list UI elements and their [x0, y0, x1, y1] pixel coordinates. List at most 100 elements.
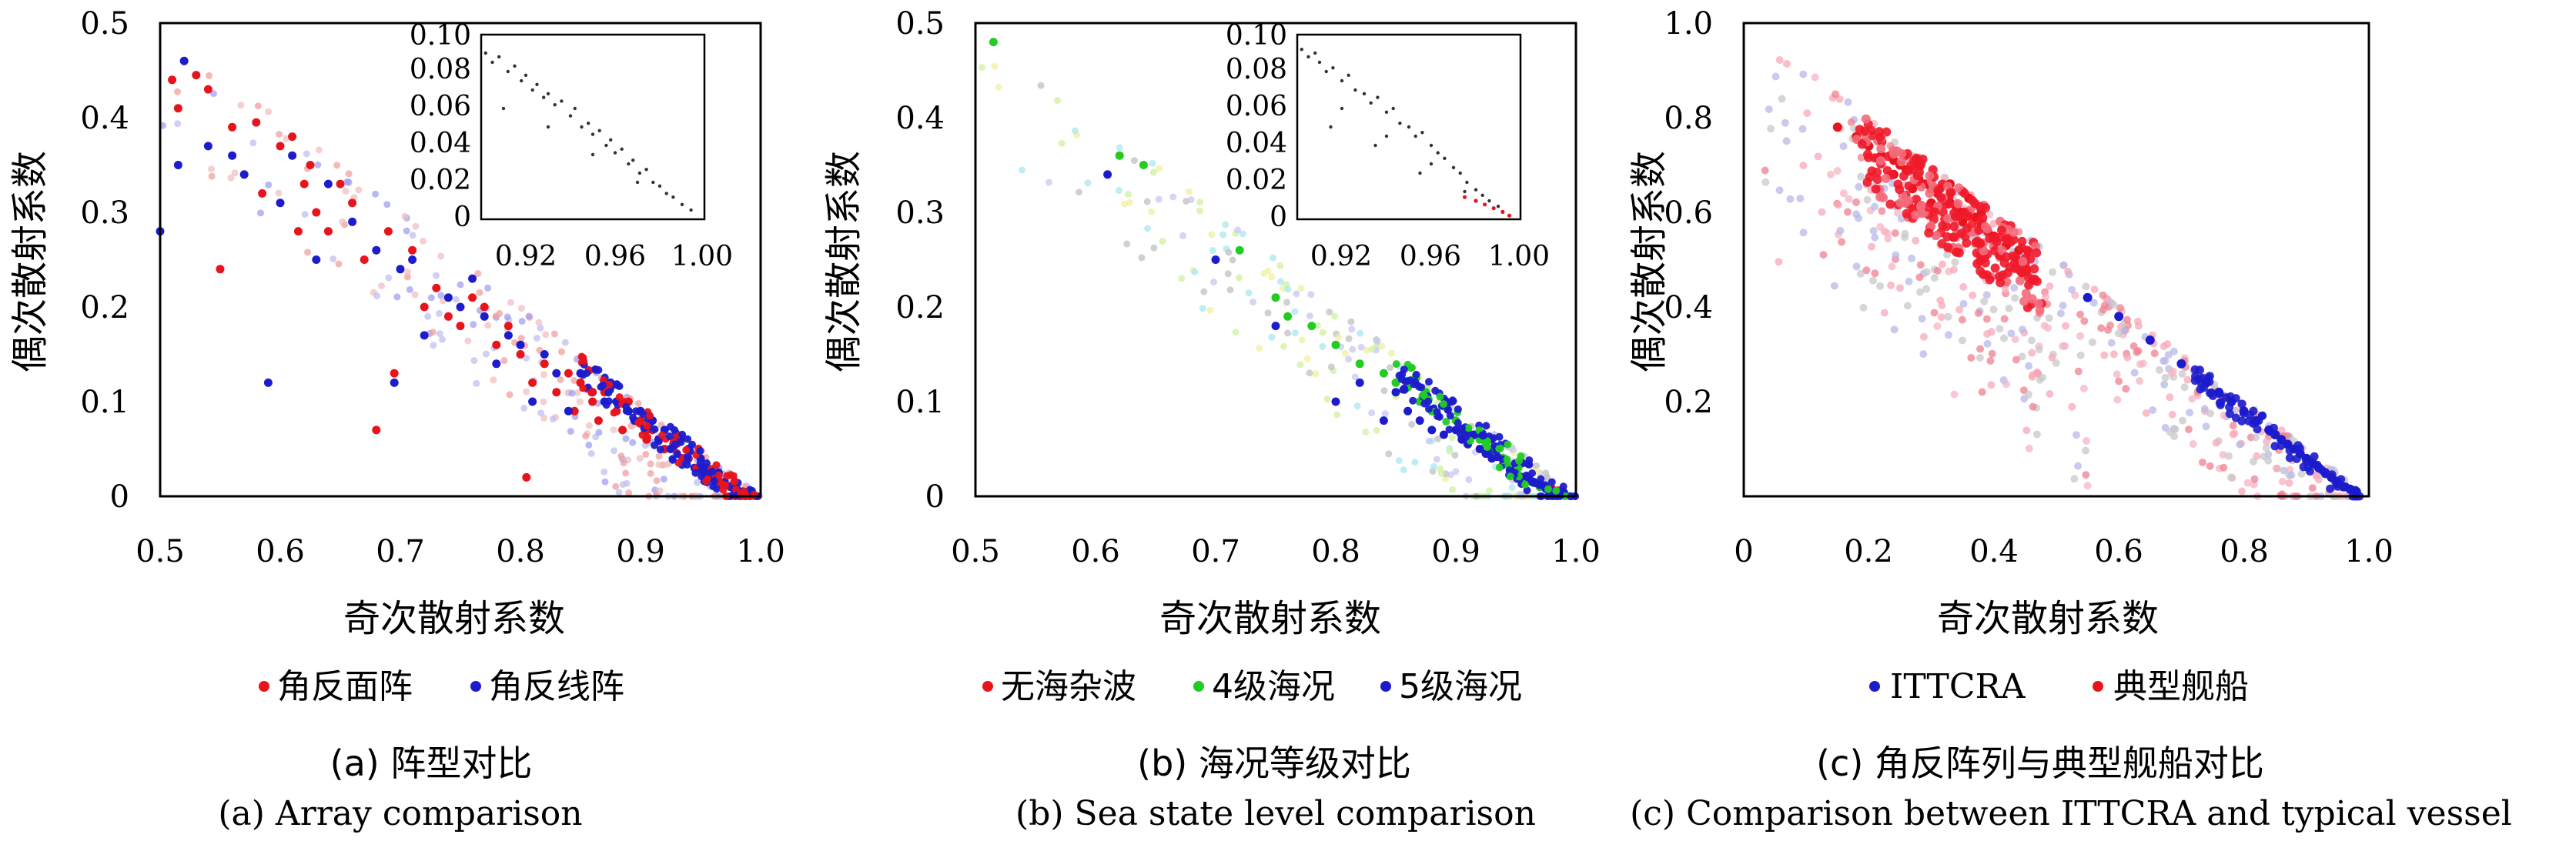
- background-point: [1819, 251, 1828, 259]
- inset-data-point: [590, 132, 595, 136]
- inset-data-point: [613, 151, 617, 155]
- data-point: [1504, 440, 1512, 449]
- panel-c-data-points: [1832, 114, 2364, 501]
- x-tick-label: 0.9: [616, 534, 665, 569]
- background-point: [2180, 383, 2189, 392]
- data-point: [1403, 377, 1411, 385]
- background-point: [1222, 221, 1229, 229]
- background-point: [372, 190, 380, 198]
- data-point: [2018, 256, 2028, 266]
- background-point: [561, 339, 569, 346]
- y-axis-label: 偶次散射系数: [1628, 151, 1671, 372]
- background-point: [1306, 369, 1313, 377]
- caption-cn: (a) 阵型对比: [330, 743, 533, 784]
- background-point: [537, 324, 544, 332]
- inset-data-point: [587, 122, 590, 125]
- inset-x-tick-label: 1.00: [671, 241, 733, 272]
- data-point: [2214, 388, 2223, 397]
- background-point: [2046, 282, 2054, 290]
- inset-data-point: [1384, 110, 1389, 114]
- background-point: [2074, 367, 2083, 375]
- inset-data-point: [535, 82, 539, 87]
- background-point: [1408, 420, 1416, 428]
- inset-data-point: [1487, 199, 1491, 203]
- background-point: [518, 305, 525, 312]
- background-point: [1348, 325, 1356, 333]
- background-point: [1284, 285, 1292, 293]
- background-point: [1989, 219, 1998, 228]
- data-point: [1975, 256, 1985, 266]
- data-point: [1495, 432, 1504, 441]
- background-point: [656, 487, 664, 495]
- data-point: [2033, 299, 2043, 309]
- data-point: [2225, 402, 2234, 412]
- inset-data-point: [501, 106, 506, 111]
- data-point: [456, 302, 465, 312]
- data-point: [1458, 424, 1466, 432]
- background-point: [550, 330, 558, 338]
- background-point: [1144, 225, 1152, 232]
- background-point: [208, 172, 216, 180]
- inset-x-tick-label: 1.00: [1488, 241, 1550, 272]
- background-point: [1892, 251, 1900, 259]
- background-point: [2123, 353, 2132, 362]
- inset-data-point: [651, 180, 655, 185]
- inset-data-point: [1329, 125, 1333, 129]
- background-point: [2183, 375, 2192, 384]
- background-point: [1887, 281, 1895, 289]
- background-point: [503, 313, 511, 321]
- background-point: [1465, 476, 1473, 483]
- data-point: [1495, 463, 1504, 472]
- data-point: [443, 293, 453, 302]
- data-point: [1897, 149, 1907, 159]
- background-point: [1342, 349, 1349, 357]
- data-point: [323, 227, 333, 236]
- background-point: [647, 460, 654, 468]
- data-point: [516, 340, 525, 349]
- data-point: [1832, 122, 1842, 132]
- background-point: [1437, 469, 1445, 477]
- background-point: [1856, 269, 1865, 278]
- background-point: [2150, 349, 2159, 358]
- data-point: [2019, 296, 2029, 306]
- background-point: [439, 335, 446, 343]
- data-point: [1953, 199, 1963, 209]
- background-point: [1239, 230, 1246, 238]
- background-point: [1200, 288, 1208, 295]
- background-point: [1347, 318, 1355, 325]
- background-point: [2064, 267, 2073, 275]
- inset-data-point: [520, 78, 524, 83]
- background-point: [1368, 409, 1376, 417]
- data-point: [2296, 444, 2304, 453]
- background-point: [1944, 312, 1952, 321]
- background-point: [1312, 370, 1320, 378]
- background-point: [2163, 340, 2172, 349]
- panel-a-x-ticks: 0.5 0.6 0.7 0.8 0.9 1.0: [135, 534, 785, 569]
- data-point: [503, 322, 513, 331]
- background-point: [2250, 480, 2258, 489]
- background-point: [1880, 309, 1889, 317]
- background-point: [1876, 282, 1884, 290]
- background-point: [2260, 452, 2268, 461]
- data-point: [1139, 161, 1148, 169]
- background-point: [1362, 428, 1370, 436]
- background-point: [1903, 302, 1912, 310]
- data-point: [168, 75, 177, 85]
- background-point: [484, 322, 492, 329]
- y-tick-label: 0.1: [895, 385, 945, 420]
- inset-data-point: [1491, 206, 1496, 211]
- data-point: [179, 56, 189, 65]
- data-point: [1908, 165, 1918, 175]
- x-tick-label: 0: [1734, 534, 1753, 569]
- background-point: [1293, 290, 1300, 298]
- legend-label: 无海杂波: [1001, 667, 1136, 706]
- data-point: [1527, 476, 1535, 485]
- background-point: [492, 312, 500, 320]
- data-point: [1103, 170, 1112, 179]
- panel-a-inset: 0 0.02 0.04 0.06 0.08 0.10 0.92 0.96 1.0…: [410, 20, 733, 272]
- background-point: [2109, 350, 2118, 359]
- background-point: [1229, 256, 1236, 264]
- background-point: [1930, 309, 1939, 317]
- data-point: [719, 486, 728, 494]
- background-point: [1982, 291, 1991, 299]
